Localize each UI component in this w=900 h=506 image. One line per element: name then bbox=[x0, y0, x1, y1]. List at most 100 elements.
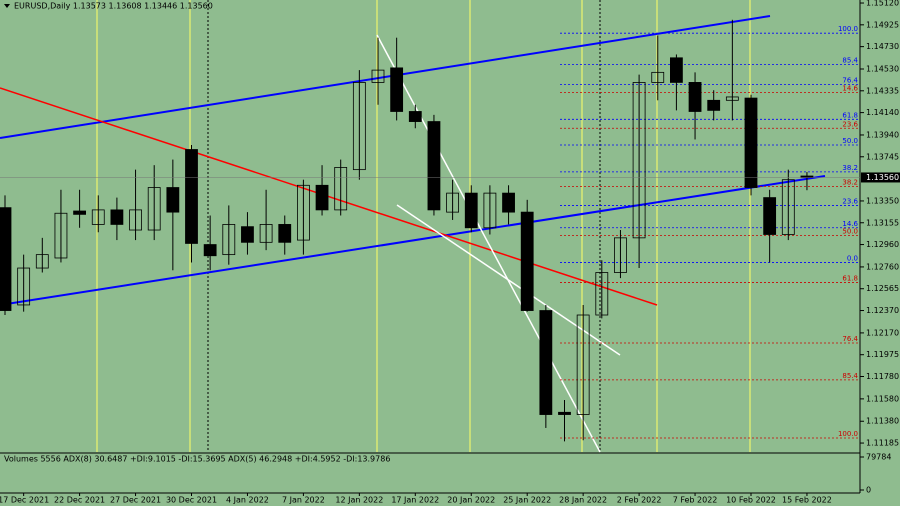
y-tick-label: 1.13350 bbox=[866, 196, 899, 205]
candle-body bbox=[781, 179, 795, 235]
candle-body bbox=[446, 192, 460, 213]
candle-body bbox=[91, 209, 105, 225]
candle-body bbox=[278, 224, 292, 243]
candle-body bbox=[763, 197, 777, 235]
fib-label: 61.8 bbox=[842, 275, 858, 283]
chart-title: EURUSD,Daily 1.13573 1.13608 1.13446 1.1… bbox=[14, 2, 213, 11]
volume-tick-label: 0 bbox=[866, 486, 871, 495]
candle-body bbox=[614, 237, 627, 273]
candle-body bbox=[502, 192, 515, 213]
candle-body bbox=[707, 99, 721, 111]
candle-body bbox=[576, 314, 590, 415]
x-tick-label: 22 Dec 2021 bbox=[54, 496, 105, 505]
candle-body bbox=[35, 254, 49, 269]
y-tick-label: 1.12960 bbox=[866, 240, 899, 249]
y-tick-label: 1.14530 bbox=[866, 64, 899, 73]
y-tick-label: 1.11580 bbox=[866, 394, 899, 403]
volume-tick-label: 79784 bbox=[866, 453, 891, 462]
y-tick-label: 1.12760 bbox=[866, 262, 899, 271]
fib-label: 38.2 bbox=[842, 164, 858, 172]
candle-body bbox=[334, 167, 348, 211]
fib-label: 14.6 bbox=[842, 84, 858, 92]
candle-body bbox=[259, 224, 273, 243]
fib-label: 50.0 bbox=[842, 137, 858, 145]
x-tick-label: 30 Dec 2021 bbox=[166, 496, 217, 505]
x-tick-label: 28 Jan 2022 bbox=[559, 496, 607, 505]
candle-body bbox=[725, 96, 739, 101]
y-tick-label: 1.14925 bbox=[866, 20, 899, 29]
candle-body bbox=[0, 207, 12, 311]
y-tick-label: 1.14730 bbox=[866, 42, 899, 51]
candle-body bbox=[315, 184, 329, 211]
candle-body bbox=[166, 187, 180, 213]
trend-channel bbox=[0, 15, 771, 139]
y-tick-label: 1.13940 bbox=[866, 130, 899, 139]
layout-lines bbox=[0, 0, 861, 494]
candle-body bbox=[129, 209, 142, 231]
y-tick-label: 1.11780 bbox=[866, 372, 899, 381]
candle-body bbox=[520, 211, 534, 311]
candle-body bbox=[73, 210, 86, 215]
y-tick-label: 1.13745 bbox=[866, 152, 899, 161]
candle-body bbox=[744, 97, 758, 188]
candle-body bbox=[670, 57, 683, 83]
y-tick-label: 1.12370 bbox=[866, 306, 899, 315]
x-tick-label: 2 Feb 2022 bbox=[617, 496, 662, 505]
fib-label: 100.0 bbox=[838, 25, 858, 33]
y-tick-label: 1.11185 bbox=[866, 439, 899, 448]
y-tick-label: 1.14335 bbox=[866, 86, 899, 95]
candle-body bbox=[464, 192, 478, 229]
trend-line bbox=[376, 34, 601, 453]
fib-label: 100.0 bbox=[838, 430, 858, 438]
y-tick-label: 1.14140 bbox=[866, 108, 899, 117]
candle-body bbox=[390, 67, 404, 112]
y-tick-label: 1.11380 bbox=[866, 417, 899, 426]
candle-body bbox=[185, 149, 198, 244]
candle-body bbox=[296, 184, 310, 241]
x-tick-label: 20 Jan 2022 bbox=[447, 496, 495, 505]
y-tick-label: 1.13155 bbox=[866, 218, 899, 227]
fib-label: 61.8 bbox=[842, 111, 858, 119]
candle-body bbox=[371, 69, 385, 83]
fib-label: 85.4 bbox=[842, 57, 858, 65]
y-tick-label: 1.15120 bbox=[866, 0, 899, 8]
x-tick-label: 4 Jan 2022 bbox=[226, 496, 269, 505]
candle-body bbox=[632, 82, 646, 239]
current-price-label: 1.13560 bbox=[866, 173, 899, 182]
fib-label: 50.0 bbox=[842, 228, 858, 236]
candle-body bbox=[558, 411, 571, 415]
indicator-title: Volumes 5556 ADX(8) 30.6487 +DI:9.1015 -… bbox=[4, 455, 390, 464]
y-tick-label: 1.12565 bbox=[866, 284, 899, 293]
candle-body bbox=[203, 244, 217, 257]
candle-body bbox=[427, 121, 441, 211]
fib-label: 23.6 bbox=[842, 120, 858, 128]
trend-line bbox=[0, 87, 658, 306]
x-tick-label: 17 Jan 2022 bbox=[391, 496, 439, 505]
candle-body bbox=[408, 111, 422, 122]
candle-body bbox=[352, 82, 366, 171]
menu-icon bbox=[4, 4, 10, 8]
fib-label: 14.6 bbox=[842, 220, 858, 228]
y-tick-label: 1.12170 bbox=[866, 328, 899, 337]
fib-label: 23.6 bbox=[842, 197, 858, 205]
x-tick-label: 25 Jan 2022 bbox=[503, 496, 551, 505]
fib-label: 38.2 bbox=[842, 178, 858, 186]
trend-channel bbox=[0, 175, 826, 306]
fib-label: 0.0 bbox=[847, 254, 858, 262]
x-tick-label: 7 Feb 2022 bbox=[673, 496, 718, 505]
candle-body bbox=[54, 212, 68, 259]
fib-label: 76.4 bbox=[842, 77, 858, 85]
candle-body bbox=[147, 187, 161, 231]
candle-body bbox=[241, 226, 254, 243]
x-tick-label: 17 Dec 2021 bbox=[0, 496, 49, 505]
candle-body bbox=[110, 209, 124, 225]
x-tick-label: 12 Jan 2022 bbox=[335, 496, 383, 505]
current-price-box bbox=[861, 172, 900, 183]
x-tick-label: 10 Feb 2022 bbox=[726, 496, 776, 505]
x-tick-label: 27 Dec 2021 bbox=[110, 496, 161, 505]
candle-body bbox=[688, 82, 702, 112]
x-tick-label: 15 Feb 2022 bbox=[782, 496, 832, 505]
y-tick-label: 1.11975 bbox=[866, 350, 899, 359]
